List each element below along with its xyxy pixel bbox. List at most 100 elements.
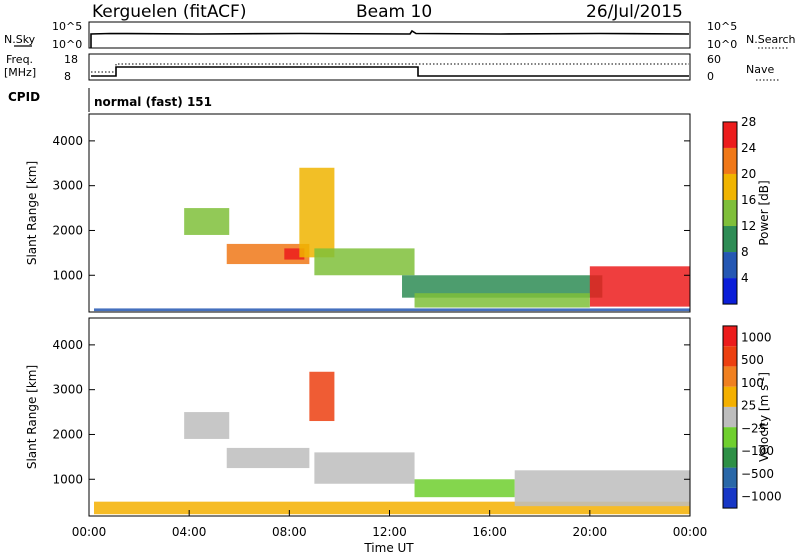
nsky-tick-high: 10^5: [52, 20, 82, 33]
velocity-region-3: [309, 371, 335, 422]
velocity-region-1: [184, 412, 230, 439]
x-tick-0: 00:00: [72, 525, 107, 539]
velocity-colorbar-swatch-5: [723, 386, 737, 407]
cpid-text: normal (fast) 151: [94, 95, 212, 109]
nsky-label: N.Sky: [4, 33, 36, 46]
power-heatmap: [94, 167, 691, 312]
nsky-tick-low: 10^0: [52, 38, 82, 51]
power-colorbar-swatch-5: [723, 147, 737, 174]
power-colorbar-swatch-2: [723, 226, 737, 253]
freq-tick-low: 8: [64, 70, 71, 83]
velocity-colorbar-tick-1: 500: [741, 353, 764, 367]
velocity-colorbar-swatch-7: [723, 346, 737, 367]
date-title: 26/Jul/2015: [586, 2, 683, 22]
velocity-colorbar-tick-2: 100: [741, 376, 764, 390]
power-colorbar-tick-1: 8: [741, 245, 749, 259]
beam-title: Beam 10: [356, 2, 432, 22]
nave-tick-low: 0: [707, 70, 714, 83]
cpid-label: CPID: [8, 90, 40, 104]
velocity-colorbar: 1000 500 100 25 −25 −100 −500 −1000: [722, 325, 782, 509]
velocity-colorbar-frame: [722, 325, 738, 509]
velocity-y-tick-0: 1000: [52, 472, 83, 486]
power-colorbar-swatch-1: [723, 252, 737, 279]
power-region-0: [94, 308, 691, 312]
power-colorbar-tick-2: 12: [741, 219, 756, 233]
x-tick-6: 00:00: [673, 525, 708, 539]
time-axis: 00:00 04:00 08:00 12:00 16:00 20:00 00:00: [72, 510, 708, 539]
power-colorbar-frame: [722, 121, 738, 305]
power-region-4: [299, 167, 335, 258]
velocity-y-label: Slant Range [km]: [25, 365, 39, 469]
freq-label-2: [MHz]: [4, 66, 36, 79]
power-y-tick-1: 2000: [52, 223, 83, 237]
velocity-colorbar-tick-5: −100: [741, 444, 774, 458]
nsky-panel: N.Sky 10^5 10^0 10^5 10^0 N.Search: [4, 20, 796, 51]
velocity-colorbar-swatch-4: [723, 406, 737, 428]
velocity-colorbar-swatch-8: [723, 325, 737, 347]
power-colorbar-tick-6: 28: [741, 115, 756, 129]
power-region-8: [414, 293, 590, 308]
power-region-3: [284, 248, 305, 260]
power-y-tick-0: 1000: [52, 268, 83, 282]
freq-panel: Freq. [MHz] 18 8 60 0 Nave: [4, 53, 780, 83]
nave-label: Nave: [746, 63, 774, 76]
velocity-colorbar-tick-0: 1000: [741, 330, 772, 344]
nsearch-label: N.Search: [746, 33, 796, 46]
velocity-colorbar-label-main: Velocity [m s: [757, 385, 771, 462]
x-tick-1: 04:00: [172, 525, 207, 539]
power-y-tick-2: 3000: [52, 179, 83, 193]
power-colorbar-tick-5: 24: [741, 141, 756, 155]
velocity-colorbar-label-close: ]: [757, 372, 771, 377]
velocity-colorbar-label: Velocity [m s-1]: [757, 372, 771, 462]
power-colorbar: 4 8 12 16 20 24 28: [722, 115, 756, 305]
velocity-y-tick-3: 4000: [52, 338, 83, 352]
x-axis-label: Time UT: [363, 541, 414, 554]
velocity-colorbar-swatch-1: [723, 467, 737, 488]
velocity-region-4: [314, 452, 415, 484]
velocity-colorbar-label-sup: -1: [757, 377, 766, 385]
power-colorbar-tick-4: 20: [741, 167, 756, 181]
power-region-1: [184, 208, 230, 235]
velocity-region-5: [414, 479, 515, 498]
velocity-colorbar-tick-7: −1000: [741, 490, 782, 504]
power-colorbar-label: Power [dB]: [757, 180, 771, 245]
velocity-heatmap: [94, 371, 691, 515]
velocity-colorbar-swatch-0: [723, 487, 737, 509]
velocity-panel: 1000 2000 3000 4000 Slant Range [km] 1000 50…: [25, 317, 782, 517]
velocity-y-axis: 1000 2000 3000 4000: [52, 338, 690, 486]
velocity-colorbar-swatch-6: [723, 366, 737, 387]
nave-tick-high: 60: [707, 53, 721, 66]
x-tick-2: 08:00: [272, 525, 307, 539]
velocity-colorbar-swatch-3: [723, 427, 737, 448]
power-y-axis: 1000 2000 3000 4000: [52, 134, 690, 282]
x-tick-3: 12:00: [372, 525, 407, 539]
x-tick-4: 16:00: [472, 525, 507, 539]
power-region-7: [589, 266, 690, 307]
power-colorbar-swatch-0: [723, 278, 737, 305]
power-region-6: [402, 275, 603, 298]
velocity-y-tick-2: 3000: [52, 383, 83, 397]
velocity-region-6: [514, 470, 690, 507]
nsearch-tick-low: 10^0: [707, 38, 737, 51]
freq-label-1: Freq.: [6, 53, 33, 66]
power-colorbar-swatch-6: [723, 121, 737, 148]
power-region-5: [314, 248, 415, 276]
power-colorbar-tick-0: 4: [741, 271, 749, 285]
power-colorbar-tick-3: 16: [741, 193, 756, 207]
power-colorbar-swatch-4: [723, 173, 737, 200]
velocity-colorbar-swatch-2: [723, 447, 737, 468]
freq-tick-high: 18: [64, 53, 78, 66]
velocity-region-2: [226, 447, 310, 469]
velocity-colorbar-tick-3: 25: [741, 399, 756, 413]
power-colorbar-swatch-3: [723, 199, 737, 227]
power-y-tick-3: 4000: [52, 134, 83, 148]
velocity-colorbar-tick-6: −500: [741, 467, 774, 481]
velocity-y-tick-1: 2000: [52, 427, 83, 441]
velocity-colorbar-tick-4: −25: [741, 421, 766, 435]
power-y-label: Slant Range [km]: [25, 161, 39, 265]
x-tick-5: 20:00: [573, 525, 608, 539]
power-panel: 1000 2000 3000 4000 Slant Range [km] 4 8 12 16…: [25, 113, 771, 313]
nsearch-tick-high: 10^5: [707, 20, 737, 33]
station-title: Kerguelen (fitACF): [92, 2, 246, 22]
